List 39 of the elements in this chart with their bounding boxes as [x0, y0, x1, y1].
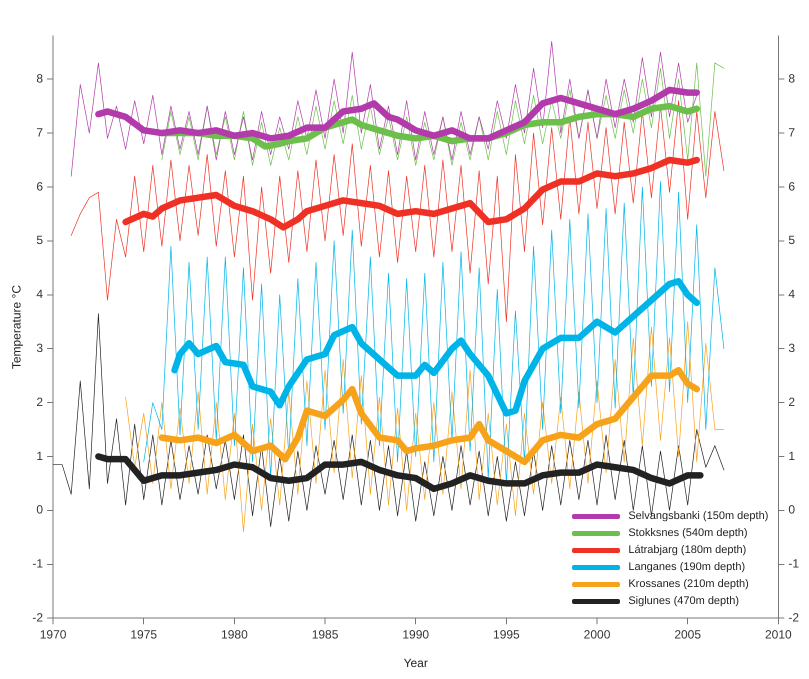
- y2-tick-label: 1: [788, 448, 796, 463]
- y-tick-label: -1: [32, 556, 44, 571]
- y-axis-title: Temperature °C: [10, 284, 24, 370]
- x-tick-label: 2000: [584, 628, 611, 642]
- y-tick-label: 7: [36, 125, 44, 140]
- y2-tick-label: 5: [788, 233, 796, 248]
- y-tick-label: 6: [36, 179, 44, 194]
- y-tick-label: 0: [36, 502, 44, 517]
- y2-tick-label: 7: [788, 125, 796, 140]
- x-tick-label: 1995: [493, 628, 520, 642]
- y2-tick-label: -1: [788, 556, 800, 571]
- y2-tick-label: 8: [788, 71, 796, 86]
- legend-label: Krossanes (210m depth): [628, 577, 749, 592]
- legend-label: Langanes (190m depth): [628, 560, 746, 576]
- y2-tick-label: -2: [788, 610, 800, 625]
- y-tick-label: 5: [36, 233, 44, 248]
- y-tick-label: 3: [36, 340, 44, 355]
- y-tick-label: 8: [36, 71, 44, 86]
- y2-tick-label: 2: [788, 394, 796, 409]
- y-tick-label: 4: [36, 287, 44, 302]
- legend-label: Siglunes (470m depth): [628, 594, 740, 610]
- y2-tick-label: 4: [788, 287, 796, 302]
- legend-label: Stokksnes (540m depth): [628, 526, 748, 542]
- x-tick-label: 1985: [312, 628, 339, 642]
- y2-tick-label: 6: [788, 179, 796, 194]
- y-tick-label: -2: [32, 610, 44, 625]
- y2-tick-label: 3: [788, 340, 796, 355]
- x-axis-title: Year: [404, 656, 428, 670]
- legend-label: Látrabjarg (180m depth): [628, 543, 746, 558]
- y2-tick-label: 0: [788, 502, 796, 517]
- x-tick-label: 1975: [130, 628, 158, 642]
- x-tick-label: 1980: [221, 628, 248, 642]
- y-tick-label: 2: [36, 394, 44, 409]
- y-tick-label: 1: [36, 448, 44, 463]
- x-tick-label: 2005: [674, 628, 702, 642]
- x-tick-label: 1970: [40, 628, 67, 642]
- legend-label: Selvangsbanki (150m depth): [628, 509, 768, 524]
- x-tick-label: 2010: [764, 628, 792, 642]
- x-tick-label: 1990: [402, 628, 430, 642]
